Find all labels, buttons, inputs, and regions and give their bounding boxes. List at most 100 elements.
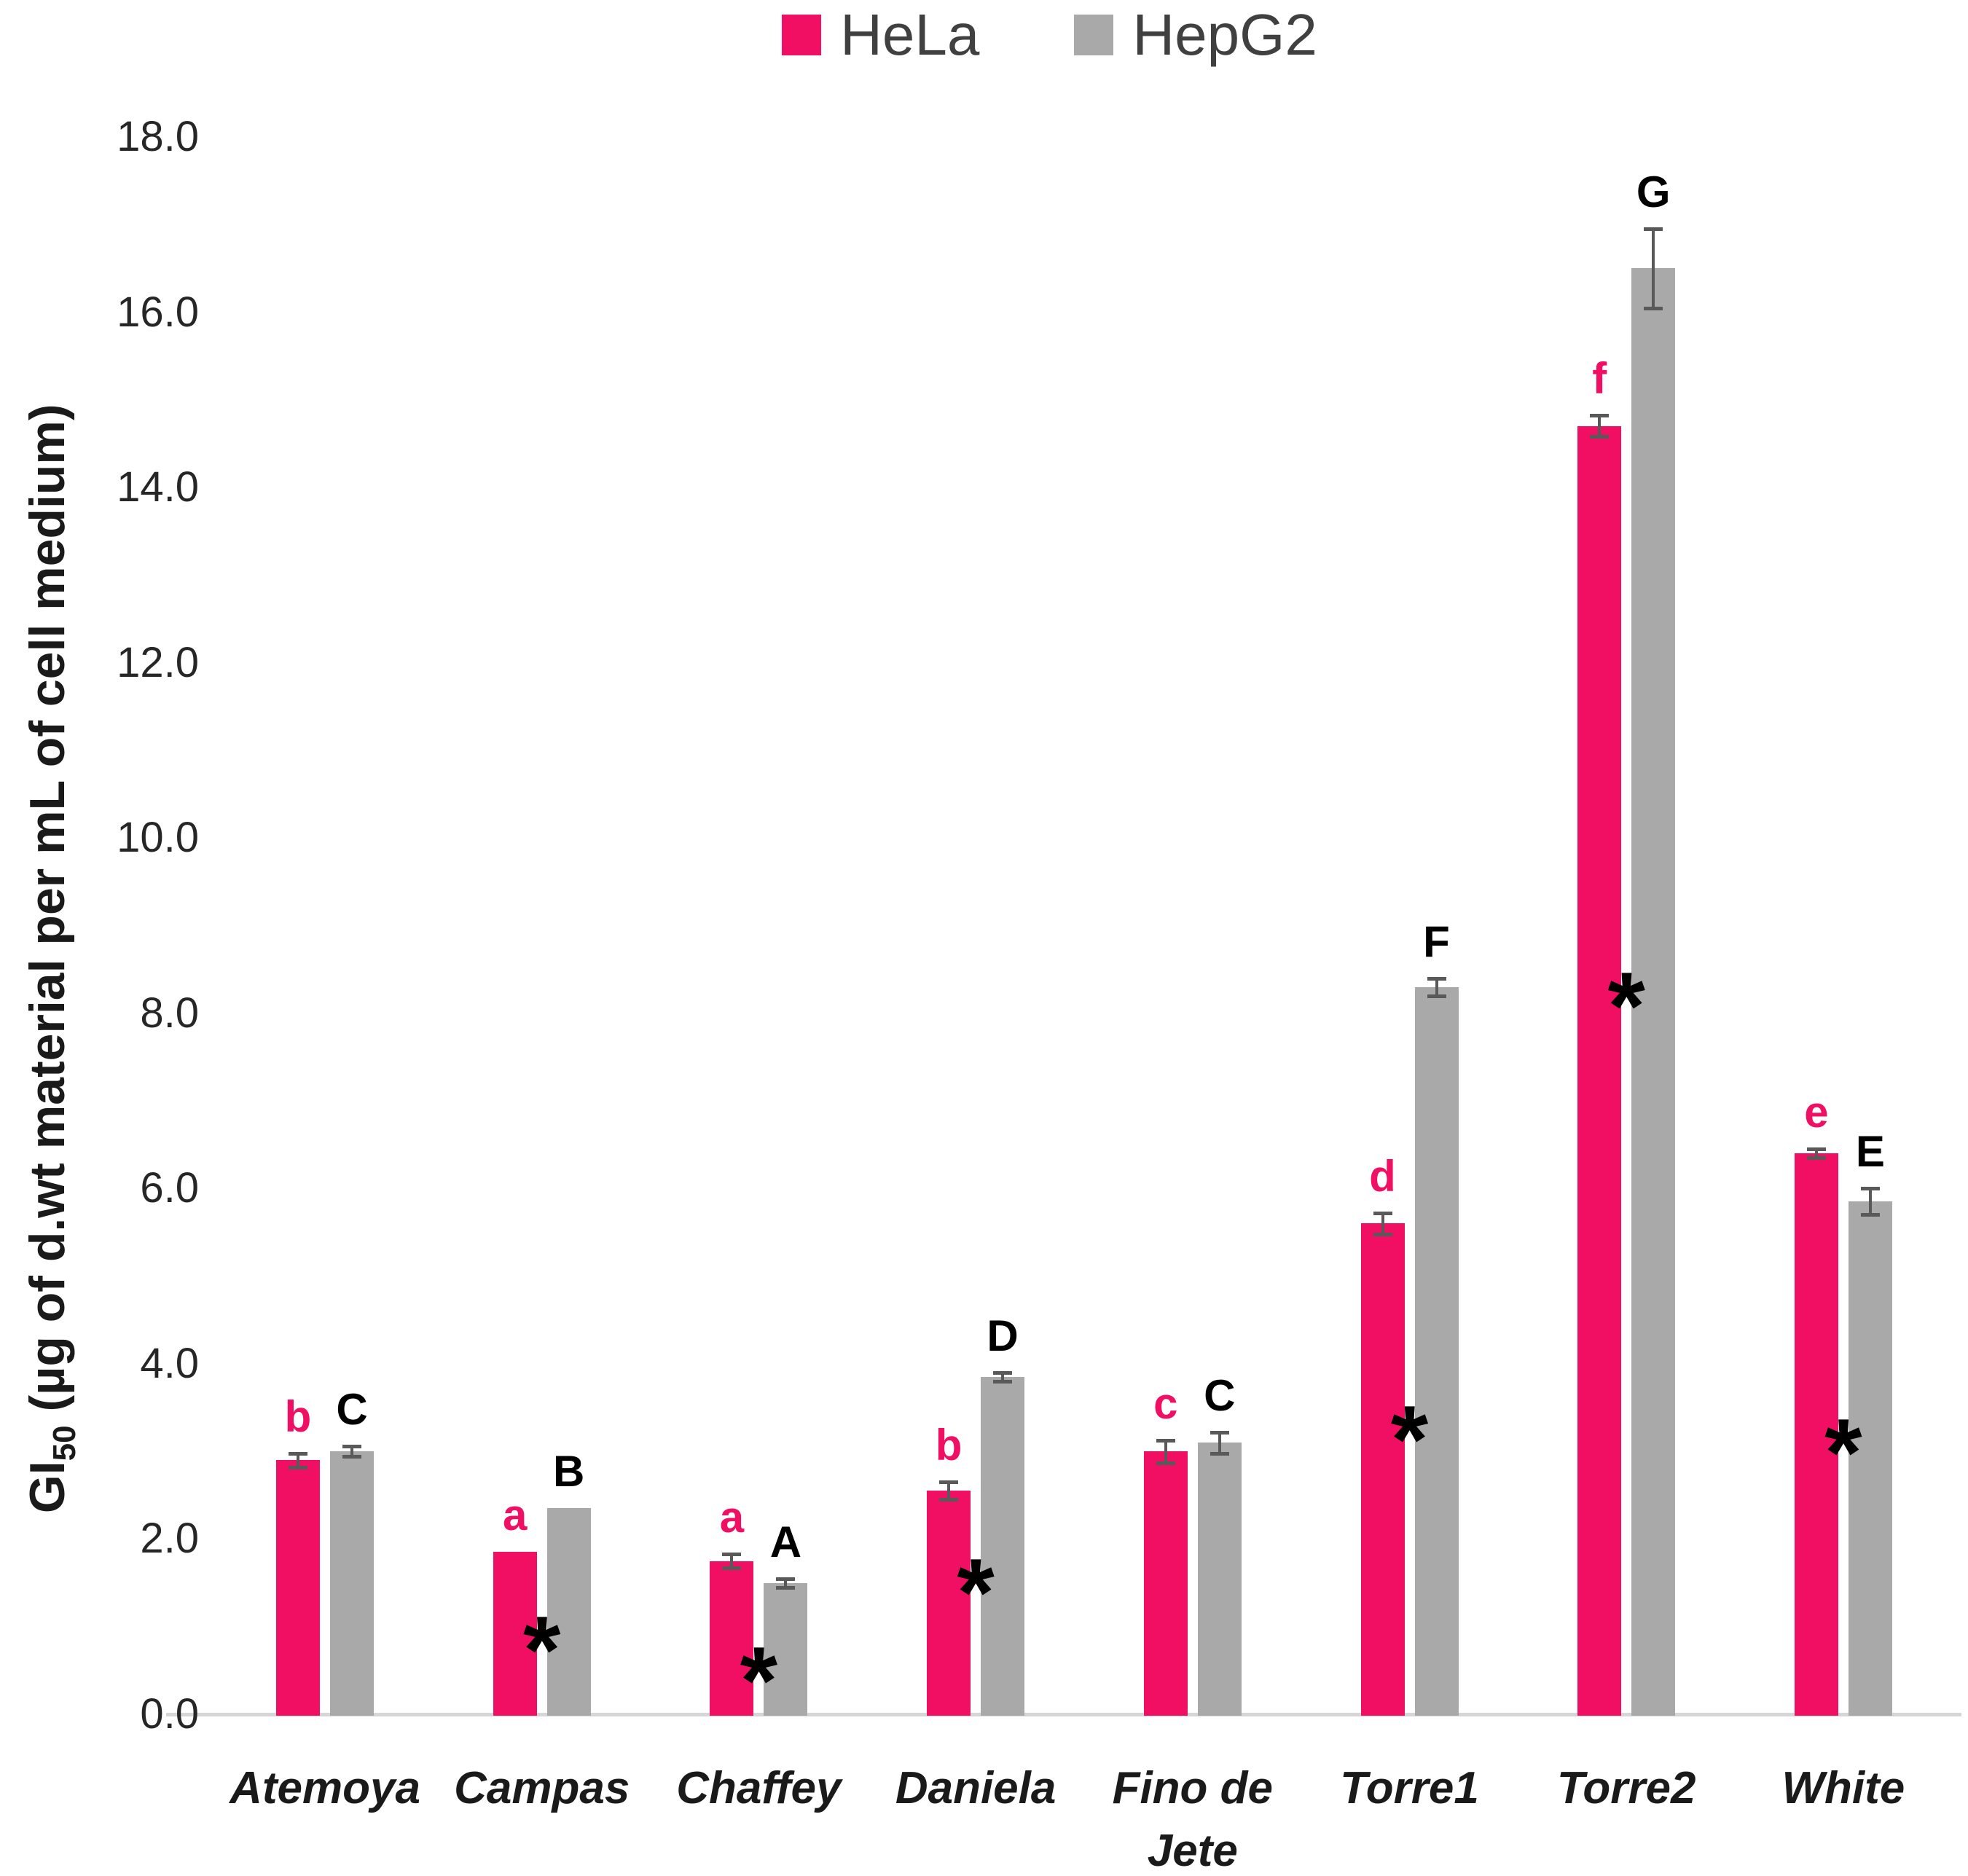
category-label: Chaffey — [676, 1763, 842, 1813]
bar-hepg2 — [546, 1508, 591, 1716]
category-label: Torre2 — [1556, 1763, 1696, 1813]
significance-letter-hepg2: C — [1204, 1370, 1236, 1420]
significance-letter-hela: c — [1153, 1378, 1178, 1428]
error-bar-cap-top — [342, 1444, 361, 1448]
significance-letter-hela: e — [1804, 1088, 1829, 1137]
bar-hepg2 — [764, 1582, 808, 1716]
error-bar-cap-top — [1860, 1187, 1880, 1191]
category-label: Fino de Jete — [1112, 1763, 1273, 1876]
error-bar-whisker — [350, 1445, 353, 1457]
error-bar-cap-top — [1373, 1211, 1392, 1215]
y-tick-label: 4.0 — [140, 1339, 199, 1387]
error-bar-whisker — [297, 1453, 299, 1467]
legend-swatch-hepg2-icon — [1074, 15, 1114, 55]
error-bar-whisker — [1435, 978, 1438, 996]
bar-hepg2 — [1848, 1201, 1892, 1716]
error-bar-whisker — [1814, 1149, 1818, 1158]
legend-label-hela: HeLa — [840, 2, 980, 67]
bar-hela — [927, 1491, 971, 1716]
legend-item-hepg2: HepG2 — [1074, 6, 1317, 64]
error-bar-whisker — [1381, 1212, 1384, 1234]
error-bar-cap-top — [1590, 414, 1610, 418]
error-bar-cap-bottom — [289, 1465, 307, 1469]
category-label: Daniela — [895, 1763, 1056, 1813]
error-bar-whisker — [1001, 1372, 1005, 1381]
y-tick-label: 10.0 — [117, 814, 199, 862]
significance-letter-hela: f — [1592, 354, 1607, 404]
y-tick-label: 16.0 — [117, 288, 199, 336]
error-bar-cap-bottom — [1156, 1461, 1175, 1465]
legend-swatch-hela-icon — [782, 15, 822, 55]
significance-letter-hepg2: C — [336, 1384, 368, 1434]
bar-hepg2 — [1197, 1443, 1242, 1716]
significance-letter-hela: a — [719, 1492, 745, 1542]
category-label: White — [1781, 1763, 1905, 1813]
y-tick-label: 6.0 — [140, 1164, 199, 1212]
error-bar-cap-top — [1210, 1430, 1229, 1435]
y-tick-label: 18.0 — [117, 112, 199, 160]
bar-hela — [1360, 1223, 1405, 1716]
category-label: Campas — [454, 1763, 630, 1813]
bar-hela — [493, 1552, 537, 1716]
significance-letter-hepg2: A — [769, 1517, 802, 1566]
category-label: Atemoya — [230, 1763, 420, 1813]
error-bar-whisker — [730, 1553, 734, 1569]
significance-letter-hepg2: B — [553, 1447, 585, 1496]
error-bar-whisker — [947, 1482, 951, 1500]
bar-hela — [1143, 1451, 1188, 1716]
y-tick-label: 2.0 — [140, 1515, 199, 1563]
error-bar-cap-top — [776, 1577, 796, 1581]
error-bar-cap-top — [993, 1370, 1013, 1375]
error-bar-cap-top — [1156, 1438, 1175, 1443]
error-bar-cap-top — [722, 1552, 742, 1556]
x-axis-line — [166, 1713, 1961, 1716]
legend-item-hela: HeLa — [782, 6, 979, 64]
error-bar-whisker — [1598, 415, 1602, 437]
error-bar-cap-bottom — [1860, 1213, 1880, 1217]
significance-letter-hela: b — [935, 1421, 963, 1470]
y-tick-label: 8.0 — [140, 989, 199, 1037]
bar-hepg2 — [1631, 268, 1676, 1716]
chart-legend: HeLa HepG2 — [66, 6, 1968, 64]
error-bar-cap-top — [1644, 227, 1663, 232]
error-bar-cap-bottom — [776, 1585, 796, 1590]
y-tick-label: 0.0 — [140, 1690, 199, 1738]
bar-hela — [276, 1460, 320, 1716]
y-tick-label: 14.0 — [117, 463, 199, 511]
error-bar-cap-bottom — [1210, 1451, 1229, 1456]
error-bar-whisker — [1652, 229, 1655, 308]
error-bar-cap-bottom — [1806, 1156, 1826, 1161]
error-bar-whisker — [1218, 1432, 1221, 1453]
significance-letter-hepg2: F — [1423, 917, 1450, 966]
error-bar-whisker — [784, 1578, 788, 1587]
significance-letter-hela: b — [284, 1392, 312, 1441]
significance-letter-hepg2: E — [1855, 1127, 1885, 1177]
bar-hepg2 — [981, 1376, 1025, 1716]
category-label: Torre1 — [1340, 1763, 1479, 1813]
error-bar-cap-bottom — [993, 1379, 1013, 1384]
error-bar-cap-top — [1806, 1147, 1826, 1152]
bar-hepg2 — [330, 1451, 374, 1716]
error-bar-cap-bottom — [722, 1566, 742, 1571]
significance-letter-hepg2: D — [987, 1311, 1019, 1360]
error-bar-cap-bottom — [1427, 994, 1446, 998]
error-bar-cap-top — [289, 1451, 307, 1456]
y-tick-label: 12.0 — [117, 638, 199, 686]
bar-hela — [1794, 1153, 1838, 1716]
error-bar-cap-bottom — [1590, 435, 1610, 439]
error-bar-cap-bottom — [342, 1455, 361, 1459]
error-bar-cap-top — [939, 1480, 959, 1485]
significance-letter-hela: d — [1369, 1151, 1396, 1201]
error-bar-cap-bottom — [1644, 306, 1663, 310]
legend-label-hepg2: HepG2 — [1132, 2, 1317, 67]
error-bar-whisker — [1868, 1188, 1872, 1215]
significance-letter-hepg2: G — [1636, 168, 1671, 217]
bar-hepg2 — [1414, 986, 1459, 1716]
significance-letter-hela: a — [503, 1491, 528, 1540]
error-bar-cap-top — [1427, 976, 1446, 981]
bar-hela — [710, 1561, 754, 1716]
error-bar-cap-bottom — [939, 1498, 959, 1502]
bar-hela — [1577, 425, 1622, 1716]
